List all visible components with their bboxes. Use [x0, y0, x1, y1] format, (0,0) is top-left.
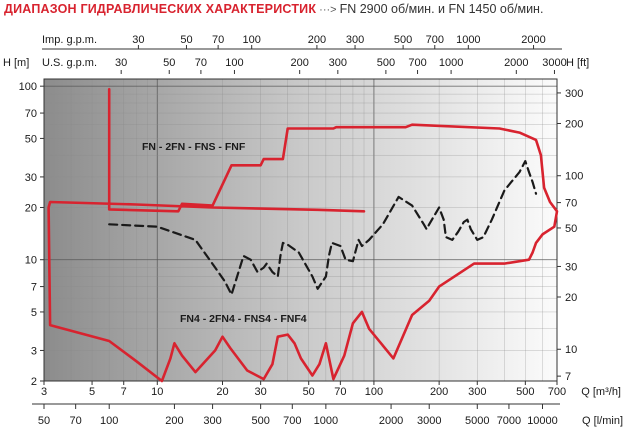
- tick-label-imp: 500: [394, 34, 412, 46]
- tick-label-lpm: 100: [100, 415, 118, 427]
- tick-label-us: 1000: [439, 57, 463, 69]
- plot-frame: [43, 78, 558, 382]
- tick-label-lpm: 1000: [314, 415, 338, 427]
- tick-label-ft: 20: [565, 292, 577, 304]
- tick-label-x: 10: [151, 386, 163, 398]
- tick-label-lpm: 300: [203, 415, 221, 427]
- axes-group: 3 5 7 10 20 30 50 70 100 200 300 500 700 Q [m³/h]50 70…: [3, 34, 623, 427]
- tick-label-y: 100: [19, 81, 37, 93]
- tick-label-us: 100: [225, 57, 243, 69]
- tick-label-lpm: 70: [70, 415, 82, 427]
- tick-label-y: 20: [25, 202, 37, 214]
- tick-label-y: 50: [25, 133, 37, 145]
- tick-label-lpm: 700: [283, 415, 301, 427]
- tick-label-x: 5: [89, 386, 95, 398]
- tick-label-imp: 700: [426, 34, 444, 46]
- tick-label-imp: 2000: [521, 34, 545, 46]
- plot-area-background: [44, 79, 557, 381]
- tick-label-us: 70: [195, 57, 207, 69]
- tick-label-us: 50: [163, 57, 175, 69]
- tick-label-lpm: 7000: [497, 415, 521, 427]
- tick-label-x: 700: [548, 386, 566, 398]
- tick-label-imp: 50: [180, 34, 192, 46]
- imp-gpm-label: Imp. g.p.m.: [42, 34, 97, 46]
- label-fn4-series: FN4 - 2FN4 - FNS4 - FNF4: [180, 313, 307, 325]
- tick-label-ft: 300: [565, 88, 583, 100]
- tick-label-imp: 100: [243, 34, 261, 46]
- tick-label-x: 500: [516, 386, 534, 398]
- tick-label-y: 10: [25, 255, 37, 267]
- tick-label-us: 700: [408, 57, 426, 69]
- tick-label-imp: 30: [132, 34, 144, 46]
- annotation-labels: FN - 2FN - FNS - FNF FN4 - 2FN4 - FNS4 - …: [142, 141, 307, 325]
- tick-label-x: 3: [41, 386, 47, 398]
- tick-label-us: 30: [115, 57, 127, 69]
- tick-label-ft: 200: [565, 118, 583, 130]
- tick-label-y: 7: [31, 282, 37, 294]
- chart-title: ДИАПАЗОН ГИДРАВЛИЧЕСКИХ ХАРАКТЕРИСТИК ···…: [4, 2, 543, 20]
- tick-label-lpm: 50: [38, 415, 50, 427]
- tick-label-lpm: 10000: [527, 415, 558, 427]
- tick-label-ft: 10: [565, 344, 577, 356]
- tick-label-lpm: 500: [251, 415, 269, 427]
- series-fn-envelope: [47, 88, 559, 383]
- y-axis-label-left: H [m]: [3, 57, 29, 69]
- tick-label-y: 30: [25, 172, 37, 184]
- tick-label-us: 500: [377, 57, 395, 69]
- tick-label-y: 3: [31, 345, 37, 357]
- series-fn4-envelope: [108, 160, 538, 296]
- series-group: [47, 88, 559, 383]
- tick-label-ft: 100: [565, 171, 583, 183]
- speed-subtitle: FN 2900 об/мин. и FN 1450 об/мин.: [339, 2, 544, 16]
- tick-label-us: 2000: [504, 57, 528, 69]
- tick-label-x: 20: [216, 386, 228, 398]
- tick-label-ft: 70: [565, 198, 577, 210]
- y-axis-label-right: H [ft]: [566, 57, 589, 69]
- label-fn-series: FN - 2FN - FNS - FNF: [142, 141, 246, 153]
- tick-label-y: 70: [25, 108, 37, 120]
- tick-label-imp: 70: [212, 34, 224, 46]
- tick-label-x: 50: [303, 386, 315, 398]
- tick-label-ft: 30: [565, 261, 577, 273]
- tick-label-us: 300: [329, 57, 347, 69]
- tick-label-x: 300: [468, 386, 486, 398]
- tick-label-lpm: 2000: [379, 415, 403, 427]
- tick-label-imp: 1000: [456, 34, 480, 46]
- tick-label-us: 200: [290, 57, 308, 69]
- tick-label-x: 100: [365, 386, 383, 398]
- tick-label-imp: 200: [308, 34, 326, 46]
- tick-label-lpm: 5000: [465, 415, 489, 427]
- tick-label-us: 3000: [542, 57, 566, 69]
- tick-label-lpm: 3000: [417, 415, 441, 427]
- x-axis-label: Q [m³/h]: [581, 386, 621, 398]
- tick-label-x: 30: [255, 386, 267, 398]
- tick-label-lpm: 200: [165, 415, 183, 427]
- title-text: ДИАПАЗОН ГИДРАВЛИЧЕСКИХ ХАРАКТЕРИСТИК: [4, 2, 317, 16]
- lpm-axis-label: Q [l/min]: [582, 415, 623, 427]
- tick-label-x: 200: [430, 386, 448, 398]
- us-gpm-label: U.S. g.p.m.: [42, 57, 97, 69]
- tick-label-imp: 300: [346, 34, 364, 46]
- tick-label-x: 70: [334, 386, 346, 398]
- tick-label-y: 5: [31, 307, 37, 319]
- dotted-arrow-icon: ···>: [319, 4, 337, 16]
- tick-label-x: 7: [121, 386, 127, 398]
- tick-label-ft: 7: [565, 371, 571, 383]
- tick-label-ft: 50: [565, 223, 577, 235]
- tick-label-y: 2: [31, 376, 37, 388]
